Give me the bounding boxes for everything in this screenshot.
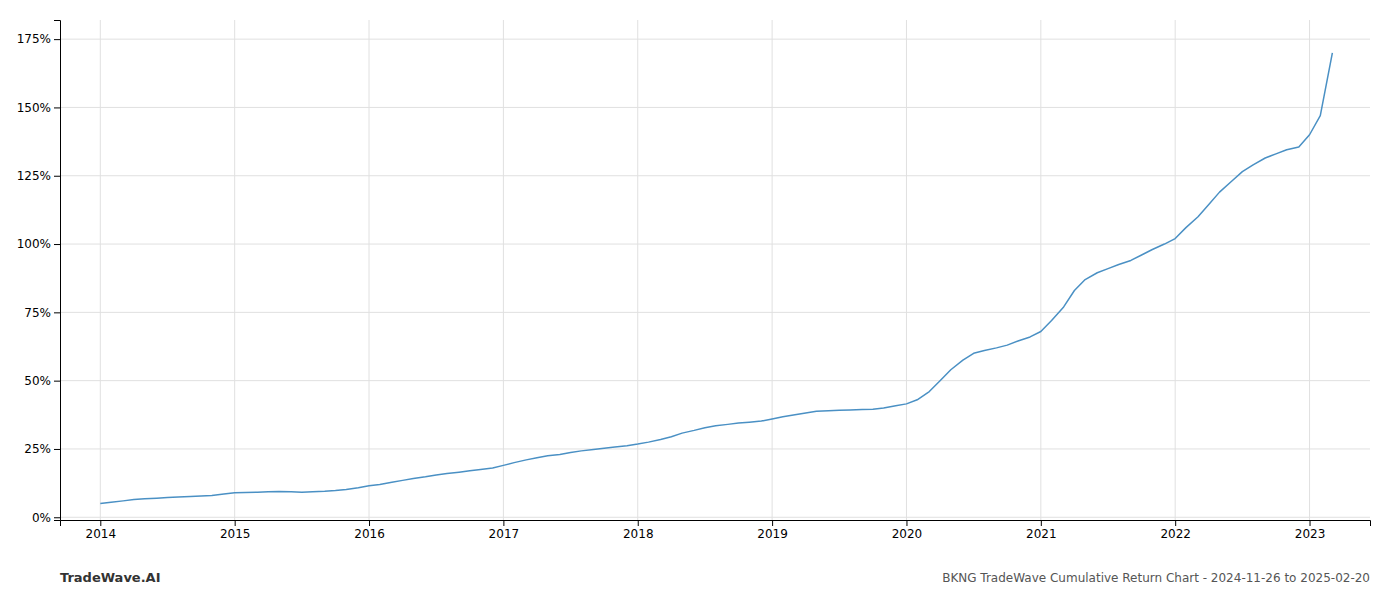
y-tick: 25% [24, 442, 60, 456]
grid-line-y [60, 380, 1370, 381]
x-tick-mark [1041, 520, 1042, 526]
x-tick: 2015 [220, 520, 251, 541]
grid-line-x [503, 20, 504, 520]
x-axis-line [61, 521, 1371, 527]
grid-line-y [60, 517, 1370, 518]
y-tick: 100% [17, 237, 60, 251]
grid-line-y [60, 107, 1370, 108]
grid-line-y [60, 39, 1370, 40]
plot-area: 2014 2015 2016 2017 2018 2019 2020 2021 2022 2023… [17, 20, 1371, 541]
y-tick-mark [54, 517, 60, 518]
x-tick: 2014 [86, 520, 117, 541]
x-tick-mark [100, 520, 101, 526]
grid [60, 20, 1370, 520]
line [100, 53, 1332, 504]
marks [100, 53, 1332, 504]
y-tick: 175% [17, 32, 60, 46]
x-tick-label: 2023 [1295, 527, 1326, 541]
x-tick-mark [235, 520, 236, 526]
x-tick-label: 2015 [220, 527, 251, 541]
x-tick: 2020 [892, 520, 923, 541]
y-tick: 50% [24, 374, 60, 388]
grid-line-x [637, 20, 638, 520]
annotation: TradeWave.AI [60, 570, 161, 585]
x-tick: 2023 [1295, 520, 1326, 541]
x-tick: 2018 [623, 520, 654, 541]
x-tick-label: 2018 [623, 527, 654, 541]
grid-line-x [100, 20, 101, 520]
y-tick-mark [54, 39, 60, 40]
grid-line-y [60, 244, 1370, 245]
annotations: TradeWave.AI BKNG TradeWave Cumulative Re… [60, 570, 1370, 585]
y-tick-label: 175% [17, 32, 51, 46]
y-tick-mark [54, 381, 60, 382]
grid-line-y [60, 175, 1370, 176]
y-tick-label: 0% [32, 511, 51, 525]
grid-line-x [906, 20, 907, 520]
grid-line-y [60, 448, 1370, 449]
grid-line-x [772, 20, 773, 520]
chart-container: 2014 2015 2016 2017 2018 2019 2020 2021 2022 2023… [0, 0, 1400, 600]
y-tick-mark [54, 176, 60, 177]
y-tick: 0% [32, 511, 60, 525]
x-tick-mark [503, 520, 504, 526]
y-tick-mark [54, 449, 60, 450]
x-tick: 2019 [757, 520, 788, 541]
x-tick-label: 2021 [1026, 527, 1057, 541]
grid-line-x [1040, 20, 1041, 520]
x-tick-mark [638, 520, 639, 526]
x-tick-mark [369, 520, 370, 526]
y-axis: 0% 25% 50% 75% 100% 125% 150% 175% [17, 21, 61, 525]
x-tick-label: 2014 [86, 527, 117, 541]
y-tick-label: 100% [17, 237, 51, 251]
y-tick-label: 150% [17, 101, 51, 115]
x-tick: 2017 [489, 520, 520, 541]
y-tick-mark [54, 312, 60, 313]
x-tick: 2016 [354, 520, 385, 541]
x-tick: 2021 [1026, 520, 1057, 541]
x-tick-mark [906, 520, 907, 526]
y-tick-label: 25% [24, 442, 51, 456]
x-tick-label: 2022 [1160, 527, 1191, 541]
y-axis-line [54, 21, 61, 521]
grid-line-x [234, 20, 235, 520]
y-tick-label: 75% [24, 306, 51, 320]
y-tick-label: 125% [17, 169, 51, 183]
annotation: BKNG TradeWave Cumulative Return Chart -… [942, 571, 1370, 585]
grid-line-x [369, 20, 370, 520]
x-tick-mark [1310, 520, 1311, 526]
x-tick-label: 2017 [489, 527, 520, 541]
grid-line-x [1309, 20, 1310, 520]
x-tick-label: 2019 [757, 527, 788, 541]
grid-line-x [1175, 20, 1176, 520]
y-tick: 150% [17, 101, 60, 115]
y-tick-mark [54, 244, 60, 245]
y-tick-mark [54, 107, 60, 108]
grid-line-y [60, 312, 1370, 313]
chart-svg: 2014 2015 2016 2017 2018 2019 2020 2021 2022 2023… [0, 0, 1400, 600]
x-axis: 2014 2015 2016 2017 2018 2019 2020 2021 2022 2023 [61, 520, 1371, 541]
x-tick: 2022 [1160, 520, 1191, 541]
x-tick-label: 2016 [354, 527, 385, 541]
y-tick-label: 50% [24, 374, 51, 388]
x-tick-mark [1175, 520, 1176, 526]
x-tick-mark [772, 520, 773, 526]
y-tick: 75% [24, 306, 60, 320]
y-tick: 125% [17, 169, 60, 183]
x-tick-label: 2020 [892, 527, 923, 541]
